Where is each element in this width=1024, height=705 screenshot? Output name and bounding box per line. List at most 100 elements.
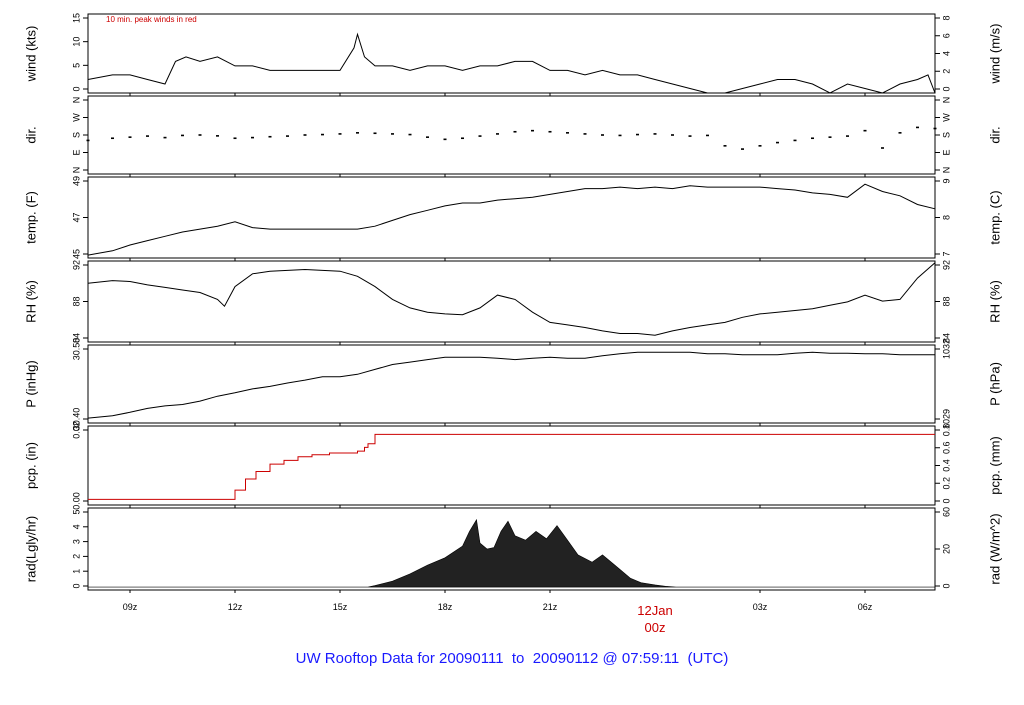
panel-5-series-line [87, 351, 935, 419]
panel-1-ylabel: wind (kts) [23, 26, 38, 83]
panel-2-point-13 [321, 133, 324, 136]
panel-3-ytick-label-left-2: 49 [71, 176, 81, 186]
panel-2-point-44 [863, 129, 867, 132]
panel-2-point-17 [391, 133, 394, 135]
panel-2-ytick-label-left-1: E [71, 149, 81, 155]
panel-3-ylabel: temp. (F) [23, 191, 38, 244]
panel-2-point-45 [881, 147, 884, 149]
panel-3-ytick-label-right-2: 9 [941, 178, 951, 183]
xtick-label-5: 03z [753, 602, 768, 612]
panel-2-point-48 [933, 127, 937, 130]
panel-2-point-43 [846, 135, 849, 137]
panel-1-ytick-label-left-2: 10 [71, 37, 81, 47]
panel-2-point-3 [146, 135, 149, 137]
panel-2-point-30 [618, 134, 622, 137]
panel-6-ytick-label-right-2: 0.4 [941, 459, 951, 472]
panel-4-ytick-label-right-2: 92 [941, 260, 951, 270]
panel-2-point-14 [338, 133, 342, 135]
panel-5-frame [87, 344, 936, 424]
panel-3-ytick-label-right-0: 7 [941, 251, 951, 256]
panel-6-ytick-label-right-3: 0.6 [941, 441, 951, 454]
panel-2-point-28 [583, 133, 587, 135]
panel-2-point-34 [688, 135, 692, 137]
panel-1-ylabel-right: wind (m/s) [987, 24, 1002, 85]
panel-2-ytick-label-left-0: N [71, 167, 81, 174]
panel-2-point-41 [811, 137, 814, 140]
panel-4-ytick-label-right-0: 84 [941, 333, 951, 343]
panel-6-ylabel: pcp. (in) [23, 442, 38, 489]
panel-1-frame [87, 13, 936, 94]
panel-2-point-0 [86, 139, 90, 142]
xtick-label-2: 15z [333, 602, 348, 612]
panel-2-point-21 [461, 137, 464, 140]
panel-2-point-39 [776, 141, 779, 144]
panel-2-ylabel-right: dir. [987, 126, 1002, 143]
panel-2-ytick-label-right-4: N [941, 97, 951, 104]
panel-2-point-4 [163, 136, 167, 139]
panel-2-point-47 [916, 126, 919, 129]
panel-5-ytick-label-left-1: 30.50 [71, 338, 81, 361]
panel-4-frame [87, 260, 936, 343]
panel-2-point-40 [793, 139, 797, 142]
panel-2-point-27 [566, 132, 569, 134]
panel-3-ytick-label-left-1: 47 [71, 212, 81, 222]
xtick-label-0: 09z [123, 602, 138, 612]
panel-2-point-22 [478, 135, 482, 137]
panel-2-point-18 [408, 133, 412, 136]
day-marker-date: 12Jan [637, 603, 672, 618]
panel-2-point-26 [548, 130, 552, 133]
panel-2-point-38 [758, 145, 762, 147]
panel-2-point-19 [426, 136, 429, 138]
panel-4-ytick-label-left-2: 92 [71, 260, 81, 270]
panel-7-area [87, 518, 936, 588]
panel-2-ytick-label-left-4: N [71, 97, 81, 104]
panel-6-ylabel-right: pcp. (mm) [987, 436, 1002, 495]
xtick-label-6: 06z [858, 602, 873, 612]
panel-2-point-36 [723, 145, 727, 147]
panel-2-point-46 [898, 132, 902, 134]
panel-7-ytick-label-right-0: 0 [941, 583, 951, 588]
panel-1-ytick-label-right-4: 8 [941, 15, 951, 20]
panel-5-ylabel: P (inHg) [23, 360, 38, 407]
panel-2-point-11 [286, 135, 289, 137]
panel-3-ytick-label-left-0: 45 [71, 249, 81, 259]
panel-2-point-5 [181, 134, 184, 137]
panel-1-annotation: 10 min. peak winds in red [106, 15, 197, 24]
panel-2-point-31 [636, 133, 639, 136]
panel-6-ytick-label-left-0: 0.00 [71, 492, 81, 510]
panel-1-ytick-label-left-3: 15 [71, 13, 81, 23]
panel-2-point-2 [128, 136, 132, 138]
panel-3-series-line [87, 183, 936, 256]
panel-7-ylabel-right: rad (W/m^2) [987, 513, 1002, 584]
panel-5-ytick-label-right-0: 1029 [941, 409, 951, 429]
page-title: UW Rooftop Data for 20090111 to 20090112… [295, 650, 729, 667]
panel-4-ytick-label-left-0: 84 [71, 333, 81, 343]
panel-2-point-20 [443, 138, 447, 141]
panel-2-point-10 [268, 135, 272, 138]
panel-2-point-15 [356, 132, 359, 134]
panel-2-point-37 [741, 148, 744, 150]
panel-2-point-9 [251, 136, 254, 139]
panel-2-point-24 [513, 130, 517, 133]
panel-2-point-1 [111, 137, 114, 140]
panel-2-point-12 [303, 134, 307, 136]
day-marker-hour: 00z [645, 620, 666, 635]
panel-5-ytick-label-left-0: 30.40 [71, 408, 81, 431]
panel-2-ytick-label-right-2: S [941, 132, 951, 138]
panel-6-frame [87, 425, 936, 506]
panel-7-ytick-label-left-2: 2 [71, 554, 81, 559]
panel-2-point-23 [496, 133, 499, 135]
panel-2-point-42 [828, 136, 832, 138]
panel-6-ytick-label-right-4: 0.8 [941, 424, 951, 437]
panel-3-frame [87, 176, 936, 259]
panel-2-point-7 [216, 135, 219, 137]
panel-2-point-16 [373, 132, 377, 135]
panel-2-ylabel: dir. [23, 126, 38, 143]
panel-2-ytick-label-right-3: W [941, 113, 951, 122]
panel-7-ytick-label-left-0: 0 [71, 583, 81, 588]
panel-6-ytick-label-right-0: 0 [941, 498, 951, 503]
panel-2-point-32 [653, 133, 657, 135]
panel-2-point-6 [198, 134, 202, 136]
panel-6-ytick-label-right-1: 0.2 [941, 477, 951, 490]
